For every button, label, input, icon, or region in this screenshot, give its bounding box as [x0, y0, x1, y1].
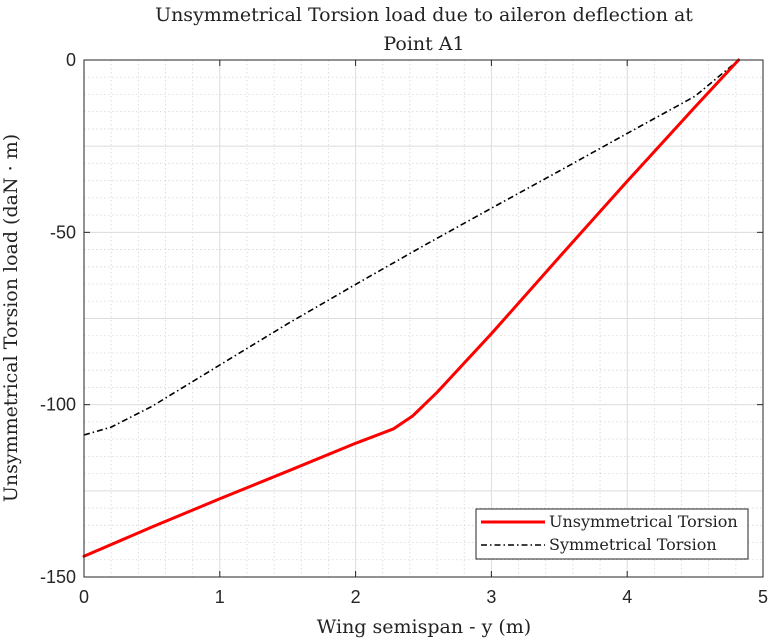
y-axis-label: Unsymmetrical Torsion load (daN · m): [0, 134, 22, 502]
x-tick-label: 5: [758, 587, 768, 607]
x-axis-label: Wing semispan - y (m): [317, 616, 531, 638]
chart-title-line2: Point A1: [383, 33, 464, 55]
series-layer: [82, 58, 741, 558]
legend-label-symmetrical: Symmetrical Torsion: [549, 535, 717, 554]
y-tick-label: -50: [50, 222, 76, 242]
y-axis-ticks: 0 -50 -100 -150: [40, 50, 763, 587]
x-tick-label: 1: [215, 587, 225, 607]
series-line-symmetrical: [83, 59, 740, 436]
series-line-unsymmetrical: [82, 58, 741, 558]
x-axis-ticks: 0 1 2 3 4 5: [79, 60, 768, 607]
axes-box: [83, 59, 764, 578]
chart-title: Unsymmetrical Torsion load due to ailero…: [155, 4, 693, 26]
x-tick-label: 3: [486, 587, 496, 607]
x-tick-label: 0: [79, 587, 89, 607]
minor-grid: [84, 60, 763, 577]
x-tick-label: 2: [351, 587, 361, 607]
y-tick-label: 0: [66, 50, 76, 70]
legend-label-unsymmetrical: Unsymmetrical Torsion: [549, 512, 738, 531]
y-tick-label: -100: [40, 395, 76, 415]
x-tick-label: 4: [622, 587, 632, 607]
legend-box: [475, 508, 749, 560]
legend: Unsymmetrical Torsion Symmetrical Torsio…: [475, 508, 749, 560]
y-tick-label: -150: [40, 567, 76, 587]
major-grid: [84, 60, 763, 577]
